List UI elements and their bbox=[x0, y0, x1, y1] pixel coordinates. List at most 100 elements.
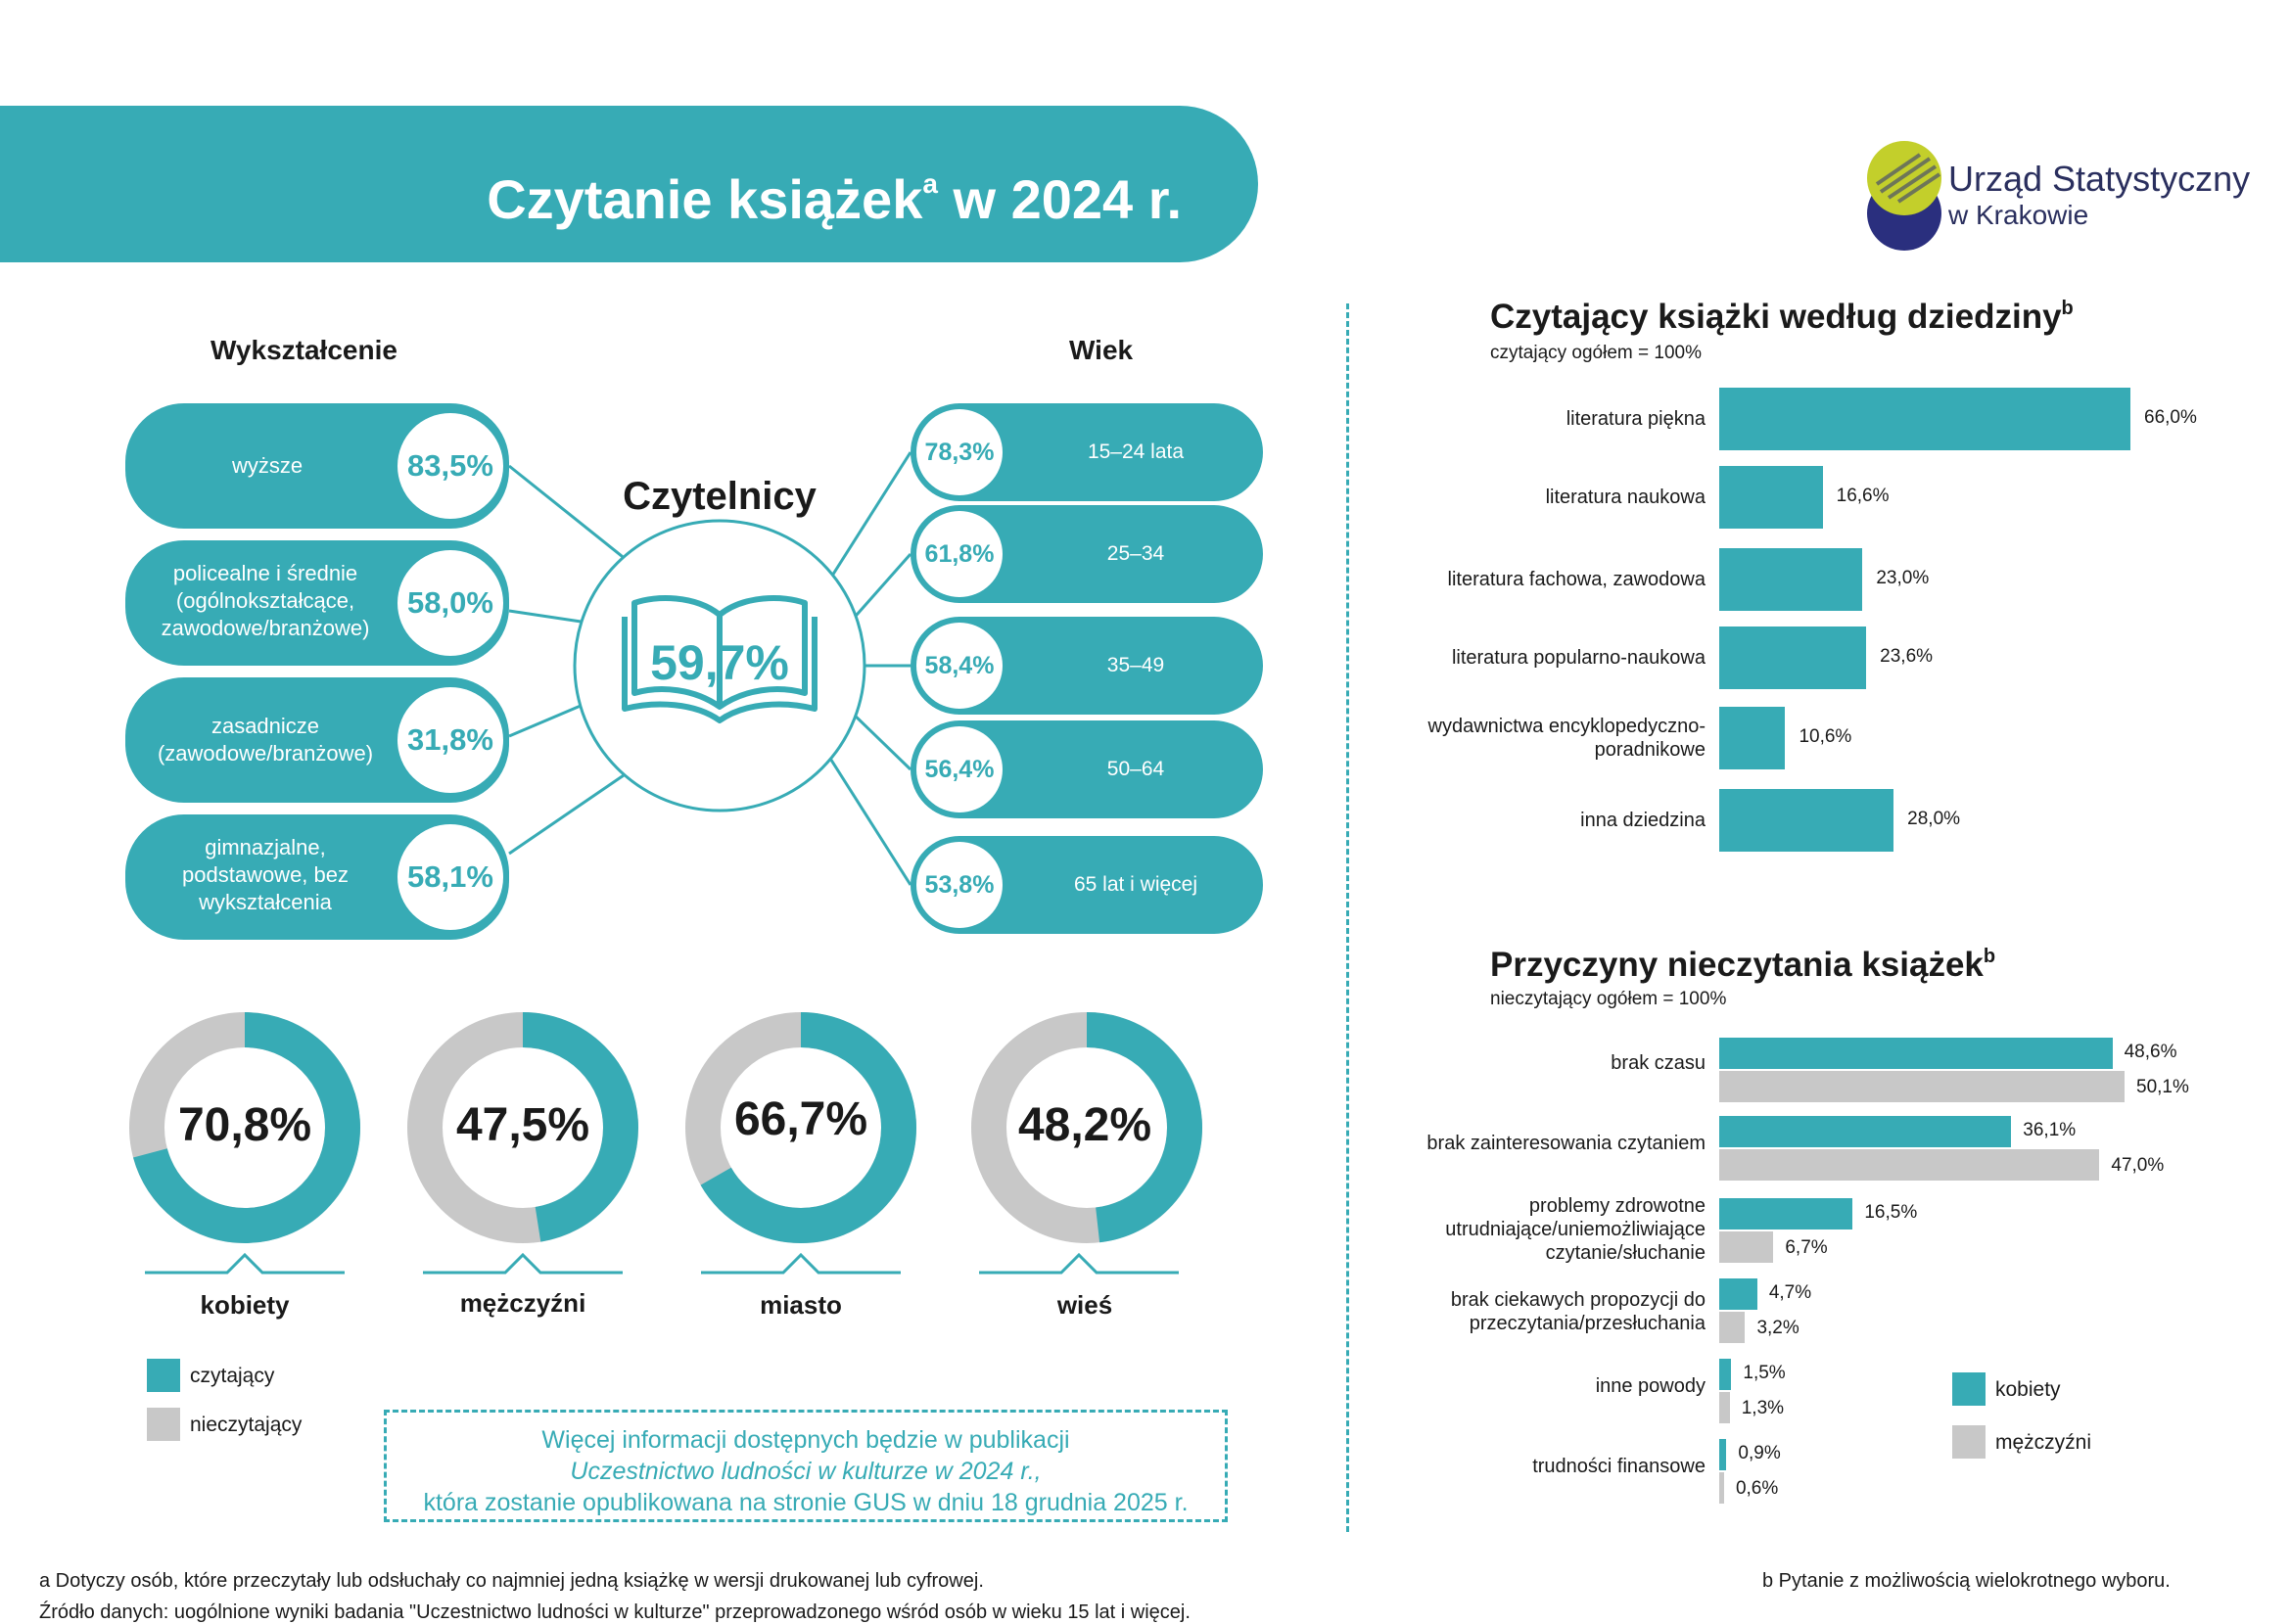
donut-value-women: 70,8% bbox=[177, 1099, 312, 1151]
readers-title: Czytelnicy bbox=[623, 475, 817, 518]
chart2-bar-women bbox=[1719, 1198, 1853, 1230]
chart2-bar-men bbox=[1719, 1312, 1746, 1343]
chart1-value-label: 28,0% bbox=[1907, 809, 1961, 829]
education-pill-higher: wyższe 83,5% bbox=[125, 403, 509, 529]
chart2-value-men: 3,2% bbox=[1756, 1318, 1799, 1338]
logo-line2: w Krakowie bbox=[1948, 200, 2089, 230]
legend-label-reading: czytający bbox=[190, 1365, 275, 1387]
legend-label-not-reading: nieczytający bbox=[190, 1414, 303, 1436]
open-book-icon bbox=[622, 595, 818, 723]
chart1-bar bbox=[1719, 707, 1786, 769]
chart2-title: Przyczyny nieczytania książekb bbox=[1490, 946, 1996, 984]
chart1-bar bbox=[1719, 626, 1867, 689]
age-heading: Wiek bbox=[1069, 335, 1134, 365]
footnote-a: a Dotyczy osób, które przeczytały lub od… bbox=[39, 1570, 984, 1592]
donut-ring-reading bbox=[129, 1012, 360, 1243]
chart2-value-men: 0,6% bbox=[1735, 1478, 1779, 1499]
section-divider bbox=[1346, 303, 1349, 1532]
donut-ring-reading bbox=[407, 1012, 638, 1243]
age-pill-35-49: 58,4% 35–49 bbox=[911, 617, 1263, 715]
donut-label-men: mężczyźni bbox=[459, 1288, 586, 1318]
legend-label-women: kobiety bbox=[1995, 1378, 2061, 1401]
legend-label-men: mężczyźni bbox=[1995, 1431, 2092, 1454]
education-label: policealne i średnie (ogólnokształcące, … bbox=[161, 561, 370, 640]
chart2-bar-women bbox=[1719, 1038, 2113, 1069]
chart2-value-men: 47,0% bbox=[2111, 1155, 2165, 1176]
chart2-bar-women bbox=[1719, 1278, 1757, 1310]
chart1-subtitle: czytający ogółem = 100% bbox=[1490, 343, 1702, 363]
education-pill-basic: gimnazjalne, podstawowe, bez wykształcen… bbox=[125, 814, 509, 940]
chart2-bar-women bbox=[1719, 1359, 1732, 1390]
chart2-bar-men bbox=[1719, 1472, 1724, 1504]
info-line3: która zostanie opublikowana na stronie G… bbox=[423, 1489, 1189, 1516]
donut-value-city: 66,7% bbox=[733, 1093, 868, 1145]
chart1-category-label: literatura piękna bbox=[1566, 408, 1706, 430]
education-value: 58,0% bbox=[397, 550, 503, 656]
education-label: gimnazjalne, podstawowe, bez wykształcen… bbox=[182, 835, 349, 914]
age-pill-65-plus: 53,8% 65 lat i więcej bbox=[911, 836, 1263, 934]
chart2-category-label: brak ciekawych propozycji do przeczytani… bbox=[1450, 1289, 1706, 1334]
chart2-value-women: 1,5% bbox=[1743, 1363, 1786, 1383]
chart1-category-label: literatura popularno-naukowa bbox=[1451, 647, 1706, 669]
chart1-category-label: inna dziedzina bbox=[1580, 810, 1706, 831]
donut-charts bbox=[129, 1012, 1202, 1275]
chart1-bar bbox=[1719, 789, 1894, 852]
chart1-value-label: 23,0% bbox=[1876, 568, 1930, 588]
legend-swatch-women bbox=[1952, 1372, 1986, 1406]
chart1-value-label: 23,6% bbox=[1880, 646, 1934, 667]
chart1-value-label: 16,6% bbox=[1836, 486, 1890, 506]
education-value: 83,5% bbox=[397, 413, 503, 519]
chart2-bar-men bbox=[1719, 1071, 2125, 1102]
logo-line1: Urząd Statystyczny bbox=[1948, 159, 2251, 199]
age-label: 65 lat i więcej bbox=[1073, 873, 1198, 896]
chart2-value-women: 16,5% bbox=[1864, 1202, 1918, 1223]
chart2-value-men: 1,3% bbox=[1741, 1398, 1785, 1418]
donut-ring-reading bbox=[971, 1012, 1202, 1243]
age-value: 58,4% bbox=[916, 623, 1003, 709]
age-pill-15-24: 78,3% 15–24 lata bbox=[911, 403, 1263, 501]
chart1-category-label: literatura fachowa, zawodowa bbox=[1447, 569, 1706, 590]
readers-total: 59,7% bbox=[650, 635, 789, 690]
education-heading: Wykształcenie bbox=[210, 335, 397, 365]
legend-swatch-reading bbox=[147, 1359, 180, 1392]
chart2-value-women: 36,1% bbox=[2023, 1120, 2077, 1140]
age-value: 56,4% bbox=[916, 726, 1003, 812]
age-label: 15–24 lata bbox=[1087, 441, 1185, 463]
legend-swatch-not-reading bbox=[147, 1408, 180, 1441]
age-value: 61,8% bbox=[916, 511, 1003, 597]
donut-value-men: 47,5% bbox=[455, 1099, 590, 1151]
chart2-category-label: brak czasu bbox=[1611, 1052, 1706, 1074]
donut-label-women: kobiety bbox=[200, 1290, 290, 1320]
title-banner: Czytanie książeka w 2024 r. bbox=[0, 106, 1258, 262]
age-label: 25–34 bbox=[1106, 542, 1165, 565]
chart1-bar bbox=[1719, 388, 2130, 450]
info-publication-title: Uczestnictwo ludności w kulturze w 2024 … bbox=[570, 1458, 1042, 1485]
chart2-bar-men bbox=[1719, 1231, 1774, 1263]
donut-value-village: 48,2% bbox=[1017, 1099, 1152, 1151]
age-label: 35–49 bbox=[1106, 654, 1165, 676]
education-value: 58,1% bbox=[397, 824, 503, 930]
chart2-category-label: inne powody bbox=[1595, 1375, 1706, 1397]
chart2-value-men: 6,7% bbox=[1785, 1237, 1828, 1258]
chart2-bar-women bbox=[1719, 1439, 1727, 1470]
education-pill-secondary: policealne i średnie (ogólnokształcące, … bbox=[125, 540, 509, 666]
chart1-value-label: 10,6% bbox=[1799, 726, 1852, 747]
footnote-source: Źródło danych: uogólnione wyniki badania… bbox=[39, 1601, 1191, 1623]
page-title: Czytanie książeka w 2024 r. bbox=[487, 168, 1182, 230]
chart2-value-women: 48,6% bbox=[2124, 1042, 2177, 1062]
education-label: zasadnicze (zawodowe/branżowe) bbox=[157, 714, 374, 766]
chart1-title: Czytający książki według dziedzinyb bbox=[1490, 298, 2074, 336]
chart1-bar bbox=[1719, 548, 1863, 611]
donut-label-city: miasto bbox=[760, 1290, 842, 1320]
donut-label-village: wieś bbox=[1056, 1290, 1113, 1320]
chart2-value-women: 0,9% bbox=[1738, 1443, 1781, 1463]
donut-ring-reading bbox=[685, 1012, 916, 1243]
age-value: 78,3% bbox=[916, 409, 1003, 495]
age-pill-25-34: 61,8% 25–34 bbox=[911, 505, 1263, 603]
footnote-b: b Pytanie z możliwością wielokrotnego wy… bbox=[1762, 1570, 2171, 1592]
info-line1: Więcej informacji dostępnych będzie w pu… bbox=[541, 1426, 1070, 1454]
chart2-value-men: 50,1% bbox=[2136, 1077, 2189, 1097]
chart2-value-women: 4,7% bbox=[1768, 1282, 1812, 1303]
chart2-category-label: trudności finansowe bbox=[1532, 1456, 1706, 1477]
info-box: Więcej informacji dostępnych będzie w pu… bbox=[384, 1410, 1228, 1522]
